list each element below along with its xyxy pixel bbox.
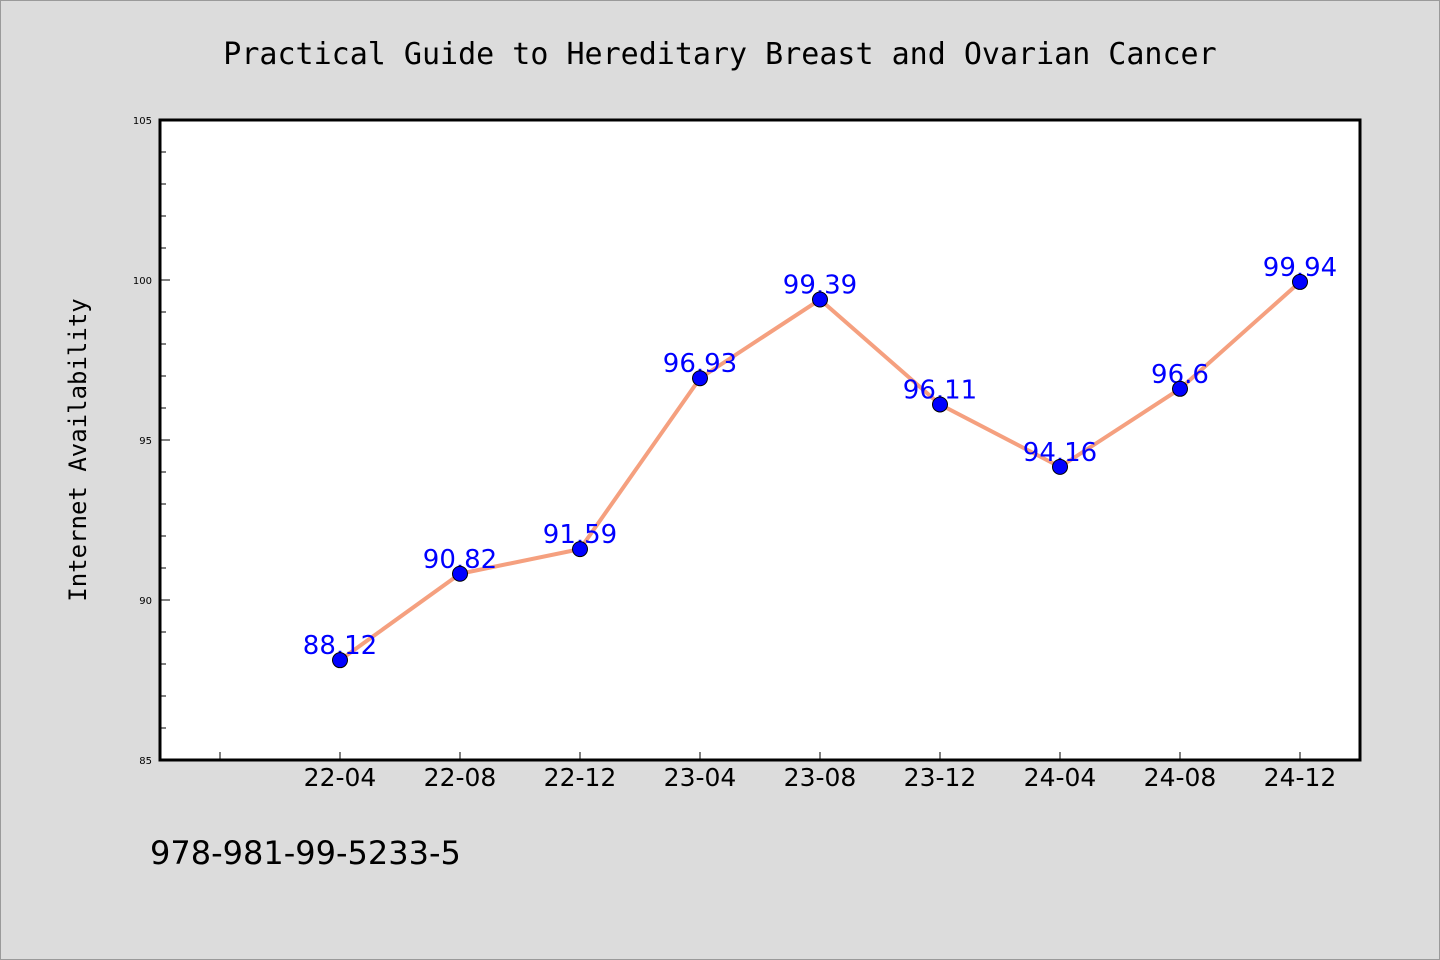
y-tick-label: 100 [133,276,152,287]
data-point [1052,458,1068,475]
data-point [812,291,828,308]
x-tick-label: 24-12 [1264,763,1337,792]
y-tick-label: 105 [133,116,152,127]
data-point [1292,273,1308,290]
data-point [332,652,348,669]
x-tick-label: 22-04 [304,763,377,792]
x-tick-label: 23-08 [784,763,857,792]
x-axis: 22-04 22-08 22-12 23-04 23-08 23-12 24-04 24-08… [219,752,1337,792]
x-tick-label: 23-12 [904,763,977,792]
x-tick-label: 24-08 [1144,763,1217,792]
x-tick-label: 24-04 [1024,763,1097,792]
data-point [932,396,948,413]
isbn-label: 978-981-99-5233-5 [150,834,461,872]
y-tick-label: 95 [139,436,152,447]
x-tick-label: 22-08 [424,763,497,792]
y-tick-label: 90 [139,596,152,607]
chart-title: Practical Guide to Hereditary Breast and… [223,37,1216,72]
data-point [692,370,708,387]
x-tick-label: 23-04 [664,763,737,792]
data-series: 88.1290.8291.5996.9399.3996.1194.1696.69… [303,253,1337,669]
y-axis: 85 90 95 100 105 [133,116,170,767]
x-tick-label: 22-12 [544,763,617,792]
y-axis-label: Internet Availability [64,298,92,601]
data-point [1172,380,1188,397]
data-point [452,565,468,582]
data-point [572,541,588,558]
y-tick-label: 85 [139,756,152,767]
plot-area [158,118,1362,762]
